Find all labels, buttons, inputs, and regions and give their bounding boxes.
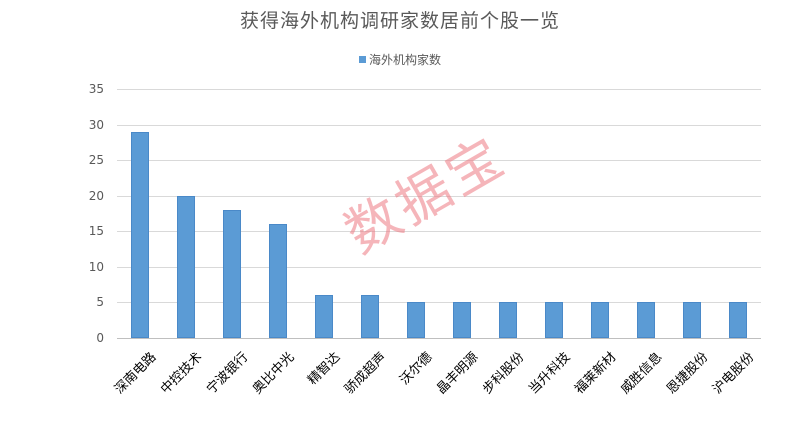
x-tick-label: 沪电股份 (710, 349, 758, 398)
y-tick-label: 0 (96, 331, 104, 345)
x-tick-label: 威胜信息 (618, 349, 666, 398)
bar (637, 302, 655, 338)
x-tick-label: 步科股份 (480, 349, 528, 398)
y-tick-label: 20 (88, 188, 104, 203)
y-tick-label: 5 (96, 295, 104, 310)
bar (453, 302, 471, 338)
x-tick-label: 中控技术 (158, 349, 206, 398)
legend: 海外机构家数 (0, 51, 800, 68)
x-tick-label: 晶丰明源 (434, 349, 482, 398)
chart-title: 获得海外机构调研家数居前个股一览 (239, 10, 560, 32)
bar (407, 302, 425, 338)
x-tick-label: 恩捷股份 (664, 349, 712, 398)
x-tick-label: 沃尔德 (397, 349, 436, 389)
x-tick-label: 宁波银行 (204, 349, 252, 398)
gridline (117, 231, 761, 233)
bar (315, 295, 333, 338)
gridline (117, 266, 761, 268)
gridline (117, 338, 761, 339)
x-tick-label: 骄成超声 (342, 349, 390, 398)
plot-area (117, 89, 761, 339)
bar (223, 209, 241, 338)
gridline (117, 302, 761, 304)
gridline (117, 160, 761, 162)
y-tick-label: 10 (88, 259, 104, 274)
x-tick-label: 福莱新材 (572, 349, 620, 398)
y-tick-label: 30 (88, 117, 104, 132)
legend-label: 海外机构家数 (368, 53, 441, 67)
bar (269, 224, 287, 338)
legend-swatch (358, 56, 366, 63)
bar (131, 131, 149, 338)
bar (361, 295, 379, 338)
bar (729, 302, 747, 338)
x-tick-label: 精智达 (305, 349, 344, 389)
bar (591, 302, 609, 338)
bar (177, 195, 195, 338)
bar (545, 302, 563, 338)
x-tick-label: 深南电路 (112, 349, 160, 398)
x-tick-label: 奥比中光 (250, 349, 298, 398)
y-tick-label: 25 (88, 153, 104, 168)
y-tick-label: 15 (88, 224, 104, 239)
gridline (117, 124, 761, 126)
x-tick-label: 当升科技 (526, 349, 574, 398)
gridline (117, 89, 761, 90)
bar (683, 302, 701, 338)
bar (499, 302, 517, 338)
gridline (117, 195, 761, 197)
y-tick-label: 35 (88, 82, 104, 96)
